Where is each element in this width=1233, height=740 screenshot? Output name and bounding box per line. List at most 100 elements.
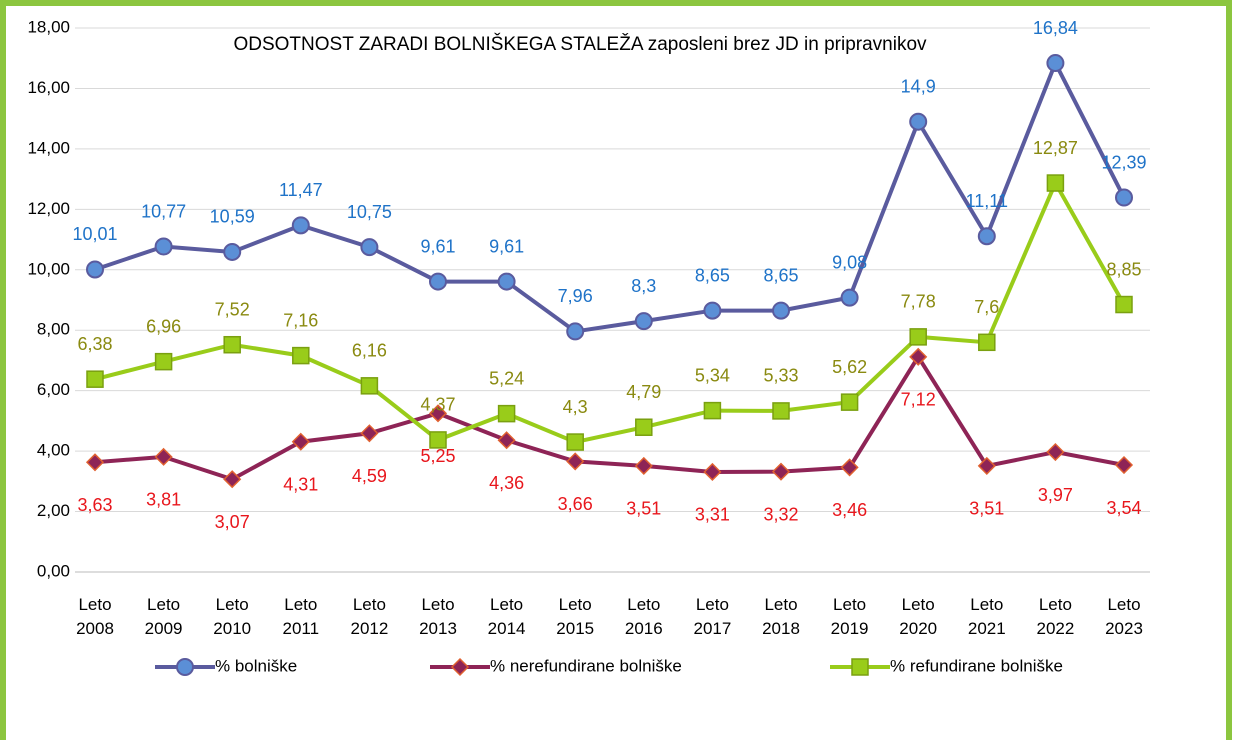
data-label: 12,87 — [1033, 138, 1078, 158]
x-tick-label: Leto 2014 — [488, 595, 526, 638]
legend-item: % bolniške — [155, 656, 297, 676]
chart-title: ODSOTNOST ZARADI BOLNIŠKEGA STALEŽA zapo… — [233, 33, 927, 55]
y-tick-label: 12,00 — [27, 199, 70, 218]
x-tick-label: Leto 2015 — [556, 595, 594, 638]
x-tick-label: Leto 2013 — [419, 595, 457, 638]
point — [223, 242, 242, 261]
data-label: 3,51 — [969, 499, 1004, 519]
x-tick-label: Leto 2017 — [693, 595, 731, 638]
data-label: 8,3 — [631, 276, 656, 296]
point — [497, 431, 516, 450]
data-label: 5,62 — [832, 357, 867, 377]
point — [840, 458, 859, 477]
legend-item: % refundirane bolniške — [830, 656, 1063, 676]
point — [154, 447, 173, 466]
point — [291, 216, 310, 235]
data-label: 5,33 — [763, 366, 798, 386]
point — [428, 404, 448, 423]
data-label: 4,79 — [626, 382, 661, 402]
y-tick-label: 8,00 — [37, 320, 70, 339]
data-label: 3,63 — [77, 495, 112, 515]
point — [635, 418, 653, 436]
data-label: 9,61 — [420, 236, 455, 256]
data-label: 4,37 — [420, 395, 455, 415]
data-label: 9,08 — [832, 252, 867, 272]
y-tick-label: 2,00 — [37, 501, 70, 520]
x-tick-label: Leto 2008 — [76, 595, 114, 638]
data-label: 7,16 — [283, 310, 318, 330]
x-tick-label: Leto 2021 — [968, 595, 1006, 638]
point — [223, 470, 242, 489]
point — [1046, 174, 1065, 192]
data-label: 12,39 — [1101, 152, 1146, 172]
y-tick-label: 10,00 — [27, 259, 70, 278]
point — [566, 452, 585, 471]
point — [703, 462, 722, 482]
point — [771, 462, 791, 481]
data-label: 9,61 — [489, 236, 524, 256]
point — [772, 301, 790, 320]
data-label: 6,16 — [352, 341, 387, 361]
data-label: 16,84 — [1033, 18, 1078, 38]
x-tick-label: Leto 2023 — [1105, 595, 1143, 638]
point — [85, 453, 105, 472]
point — [360, 238, 379, 257]
series: 6,38 6,96 7,52 7,16 6,16 4,37 5,24 4,3 4,79 5,34 5… — [77, 138, 1142, 451]
point — [429, 272, 447, 291]
data-label: 8,65 — [763, 265, 798, 285]
legend-label: % bolniške — [215, 656, 297, 675]
data-label: 6,96 — [146, 316, 181, 336]
point — [703, 301, 722, 320]
y-tick-label: 14,00 — [27, 138, 70, 157]
legend-label: % nerefundirane bolniške — [490, 656, 682, 675]
point — [634, 312, 653, 331]
point — [840, 288, 859, 307]
data-label: 10,77 — [141, 201, 186, 221]
point — [291, 432, 310, 451]
data-label: 8,85 — [1106, 259, 1141, 279]
point — [292, 346, 310, 365]
point — [840, 393, 859, 411]
data-label: 10,59 — [210, 207, 255, 227]
data-label: 4,31 — [283, 474, 318, 494]
legend-label: % refundirane bolniške — [890, 656, 1063, 675]
point — [634, 456, 653, 475]
point — [909, 347, 928, 366]
legend-marker — [851, 658, 869, 676]
line — [94, 58, 1126, 334]
x-tick-label: Leto 2020 — [899, 595, 937, 638]
point — [360, 424, 379, 443]
data-label: 10,75 — [347, 202, 392, 222]
data-label: 4,3 — [563, 397, 588, 417]
data-label: 7,6 — [974, 297, 999, 317]
data-label: 3,51 — [626, 499, 661, 519]
point — [977, 456, 996, 475]
y-tick-label: 4,00 — [37, 441, 70, 460]
point — [1115, 295, 1133, 314]
point — [86, 370, 104, 388]
point — [977, 227, 996, 246]
data-label: 7,52 — [215, 299, 250, 319]
x-tick-label: Leto 2011 — [283, 595, 320, 638]
data-label: 4,36 — [489, 473, 524, 493]
x-tick-label: Leto 2009 — [145, 595, 183, 638]
data-label: 7,96 — [558, 286, 593, 306]
point — [1114, 455, 1134, 475]
data-label: 5,24 — [489, 368, 524, 388]
data-label: 8,65 — [695, 265, 730, 285]
point — [86, 260, 104, 279]
y-tick-label: 6,00 — [37, 380, 70, 399]
data-label: 3,81 — [146, 490, 181, 510]
data-label: 3,66 — [558, 494, 593, 514]
data-label: 5,34 — [695, 365, 730, 385]
data-label: 11,47 — [279, 180, 323, 200]
point — [566, 433, 584, 451]
series: 3,63 3,81 3,07 4,31 4,59 5,25 4,36 3,66 3,51 3,31… — [77, 347, 1142, 532]
point — [1046, 54, 1065, 73]
point — [909, 112, 928, 131]
data-label: 5,25 — [420, 446, 455, 466]
point — [154, 352, 173, 371]
